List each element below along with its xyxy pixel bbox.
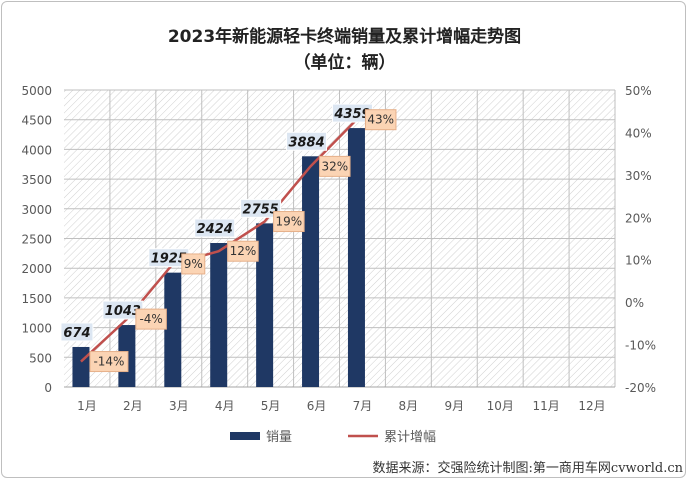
x-tick-label: 6月 — [307, 399, 327, 413]
x-tick-label: 2月 — [123, 399, 143, 413]
y-right-tick-label: 50% — [625, 84, 652, 98]
bar — [164, 272, 182, 387]
y-right-tick-label: -20% — [625, 381, 656, 395]
bar-label-box — [286, 131, 328, 151]
bar-value-label: 4359 — [333, 107, 370, 122]
x-tick-label: 3月 — [169, 399, 189, 413]
y-left-tick-label: 2000 — [21, 262, 52, 276]
y-right-tick-label: 40% — [625, 126, 652, 140]
y-left-tick-label: 2500 — [21, 233, 52, 247]
line-label-box — [89, 351, 129, 373]
x-tick-label: 12月 — [578, 399, 605, 413]
line-value-label: 19% — [276, 215, 303, 229]
y-left-tick-label: 4500 — [21, 114, 52, 128]
chart-title: 2023年新能源轻卡终端销量及累计增幅走势图 — [167, 27, 522, 47]
y-left-tick-label: 5000 — [21, 84, 52, 98]
x-tick-label: 1月 — [77, 399, 97, 413]
line-label-box — [364, 109, 397, 131]
line-value-label: 12% — [230, 244, 257, 258]
line-label-box — [227, 240, 259, 262]
y-left-tick-label: 1500 — [21, 292, 52, 306]
bar-value-label: 2424 — [197, 222, 233, 237]
line-label-box — [135, 308, 167, 330]
x-tick-label: 8月 — [399, 399, 419, 413]
y-left-tick-label: 0 — [44, 381, 52, 395]
y-left-tick-label: 500 — [29, 351, 52, 365]
legend-line-label: 累计增幅 — [384, 430, 436, 445]
x-tick-label: 5月 — [261, 399, 281, 413]
line-label-box — [319, 155, 351, 177]
x-tick-label: 11月 — [532, 399, 559, 413]
bar-value-label: 1043 — [105, 304, 141, 319]
line-value-label: -4% — [139, 312, 162, 326]
source-note: 数据来源：交强险统计制图:第一商用车网cvworld.cn — [372, 461, 683, 476]
line-value-label: 43% — [367, 113, 394, 127]
x-tick-label: 10月 — [487, 399, 514, 413]
bar — [210, 243, 228, 387]
bar-label-box — [194, 218, 236, 238]
y-right-tick-label: -10% — [625, 339, 656, 353]
y-left-tick-label: 1000 — [21, 322, 52, 336]
y-right-tick-label: 10% — [625, 254, 652, 268]
bar-label-box — [240, 198, 282, 218]
bar-value-label: 1925 — [151, 252, 187, 267]
line-value-label: 9% — [184, 257, 203, 271]
bar-value-label: 2755 — [243, 202, 279, 217]
line-label-box — [181, 253, 206, 275]
chart-subtitle: （单位：辆） — [293, 53, 396, 73]
line-value-label: 32% — [321, 159, 348, 173]
bar — [256, 223, 274, 387]
y-right-tick-label: 30% — [625, 169, 652, 183]
y-right-tick-label: 20% — [625, 211, 652, 225]
line-value-label: -14% — [93, 355, 124, 369]
line-label-box — [273, 211, 305, 233]
y-left-tick-label: 4000 — [21, 143, 52, 157]
y-left-tick-label: 3500 — [21, 173, 52, 187]
x-tick-label: 9月 — [444, 399, 464, 413]
bar-value-label: 674 — [63, 326, 90, 341]
x-tick-label: 4月 — [215, 399, 235, 413]
y-left-tick-label: 3000 — [21, 203, 52, 217]
bar — [302, 156, 320, 387]
bar — [347, 128, 365, 388]
bar-label-box — [60, 322, 94, 342]
bar-value-label: 3884 — [288, 135, 324, 150]
legend-bar-swatch — [230, 432, 260, 440]
bar — [72, 346, 90, 387]
legend-bar-label: 销量 — [266, 430, 292, 445]
x-tick-label: 7月 — [353, 399, 373, 413]
y-right-tick-label: 0% — [625, 296, 644, 310]
